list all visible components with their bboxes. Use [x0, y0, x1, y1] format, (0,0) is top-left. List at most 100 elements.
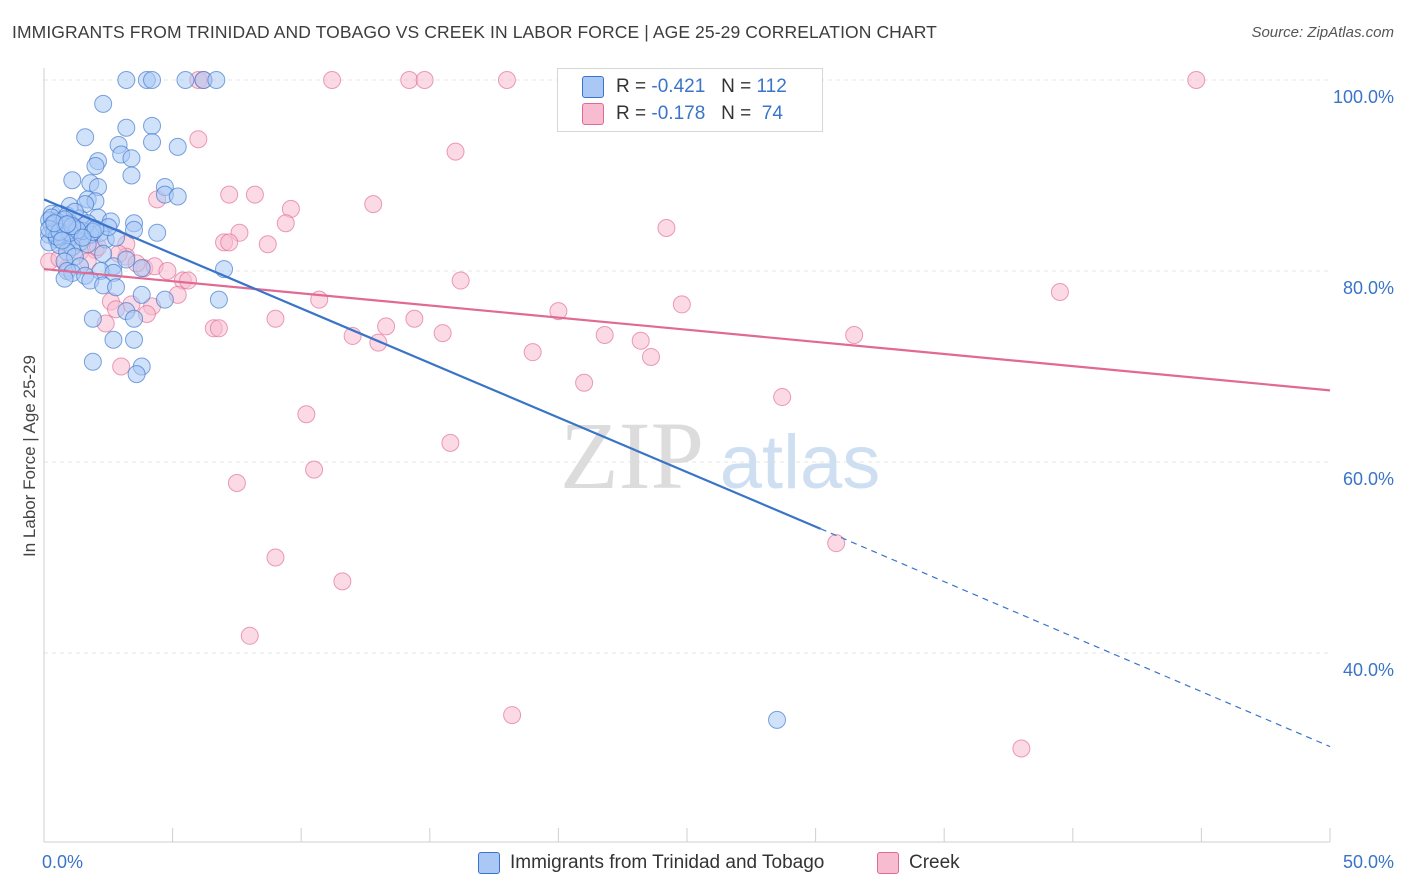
legend-row-creek: R = -0.178 N = 74	[582, 102, 783, 126]
trinidad-point-80	[132, 285, 151, 304]
trinidad-point-109	[58, 215, 77, 234]
creek-point-52	[845, 325, 864, 344]
creek-point-53	[523, 343, 542, 362]
trinidad-point-85	[125, 309, 144, 328]
y-tick-label-80: 80.0%	[1342, 278, 1394, 298]
trinidad-point-88	[83, 352, 102, 371]
creek-point-42	[266, 309, 285, 328]
creek-point-43	[377, 317, 396, 336]
n-value: 74	[761, 103, 783, 124]
creek-point-40	[672, 295, 691, 314]
trinidad-point-70	[117, 250, 136, 269]
y-tick-label-100: 100.0%	[1332, 87, 1394, 107]
creek-trend-line	[43, 267, 1331, 392]
series-legend: Immigrants from Trinidad and Tobago Cree…	[0, 852, 1406, 878]
trinidad-point-83	[83, 309, 102, 328]
creek-point-27	[158, 262, 177, 280]
r-label: R =	[616, 103, 647, 124]
source-label: Source: ZipAtlas.com	[1251, 24, 1394, 41]
creek-point-59	[441, 433, 460, 452]
trinidad-point-15	[86, 156, 105, 175]
n-value: 112	[756, 76, 787, 97]
creek-point-6	[1187, 71, 1206, 89]
y-axis-title: In Labor Force | Age 25-29	[20, 355, 39, 557]
legend-label-creek: Creek	[909, 852, 960, 873]
creek-point-56	[575, 373, 594, 392]
trend-lines	[43, 198, 1331, 748]
creek-point-14	[276, 214, 295, 233]
watermark-zip: ZIP	[560, 402, 704, 509]
x-tick-label-max: 50.0%	[1342, 852, 1394, 872]
creek-point-8	[446, 142, 465, 161]
trinidad-point-86	[104, 330, 123, 349]
trinidad-point-8	[143, 116, 162, 135]
creek-point-39	[549, 302, 568, 321]
r-value: -0.421	[651, 76, 706, 97]
trinidad-point-3	[176, 71, 195, 89]
creek-point-5	[497, 71, 516, 89]
trinidad-points	[40, 71, 787, 729]
trinidad-point-76	[132, 259, 151, 278]
creek-point-63	[266, 548, 285, 567]
y-tick-label-40: 40.0%	[1342, 660, 1394, 680]
legend-swatch-blue	[582, 76, 604, 98]
legend-swatch-blue	[478, 852, 500, 874]
trinidad-point-17	[122, 166, 141, 185]
legend-label-trinidad: Immigrants from Trinidad and Tobago	[510, 852, 825, 873]
trinidad-point-91	[768, 710, 787, 729]
trinidad-point-61	[148, 223, 167, 242]
trinidad-point-87	[125, 330, 144, 349]
trinidad-point-111	[53, 231, 72, 250]
legend-swatch-pink	[582, 103, 604, 125]
creek-point-60	[305, 460, 324, 479]
r-label: R =	[616, 76, 647, 97]
legend-swatch-pink	[877, 852, 899, 874]
trinidad-point-16	[122, 149, 141, 168]
chart-title: IMMIGRANTS FROM TRINIDAD AND TOBAGO VS C…	[12, 22, 937, 42]
trinidad-point-6	[94, 94, 113, 113]
creek-point-9	[220, 185, 239, 204]
creek-point-58	[297, 405, 316, 424]
creek-point-61	[227, 474, 246, 493]
trinidad-point-10	[143, 133, 162, 152]
n-label: N =	[721, 76, 752, 97]
n-label: N =	[721, 103, 752, 124]
x-tick-label-min: 0.0%	[42, 852, 84, 872]
creek-point-67	[1012, 739, 1031, 758]
creek-point-18	[220, 233, 239, 252]
trinidad-point-110	[73, 228, 92, 247]
creek-point-31	[1050, 283, 1069, 302]
creek-point-10	[245, 185, 264, 204]
creek-point-54	[641, 347, 660, 366]
trinidad-trend-extension	[820, 528, 1331, 748]
creek-point-64	[333, 572, 352, 591]
trinidad-point-18	[63, 171, 82, 190]
trinidad-point-9	[76, 128, 95, 147]
creek-point-62	[827, 534, 846, 553]
legend-item-trinidad: Immigrants from Trinidad and Tobago	[478, 852, 824, 874]
trinidad-point-81	[155, 290, 174, 309]
creek-point-50	[595, 325, 614, 344]
grid-lines	[44, 79, 1330, 654]
trinidad-point-64	[94, 244, 113, 263]
trinidad-point-5	[207, 71, 226, 89]
creek-point-46	[209, 319, 228, 338]
creek-point-49	[433, 324, 452, 343]
creek-point-19	[258, 235, 277, 254]
legend-item-creek: Creek	[877, 852, 960, 874]
trinidad-point-7	[117, 118, 136, 137]
y-tick-label-60: 60.0%	[1342, 469, 1394, 489]
creek-point-4	[415, 71, 434, 89]
creek-point-57	[773, 388, 792, 407]
creek-point-66	[503, 706, 522, 725]
trinidad-point-82	[209, 290, 228, 309]
trinidad-point-11	[168, 137, 187, 156]
trinidad-point-90	[127, 365, 146, 384]
correlation-legend: R = -0.421 N = 112 R = -0.178 N = 74	[557, 68, 823, 132]
creek-point-30	[451, 271, 470, 290]
trinidad-point-79	[107, 278, 126, 297]
creek-point-65	[240, 626, 259, 645]
creek-point-29	[179, 271, 198, 290]
creek-point-3	[400, 71, 419, 89]
